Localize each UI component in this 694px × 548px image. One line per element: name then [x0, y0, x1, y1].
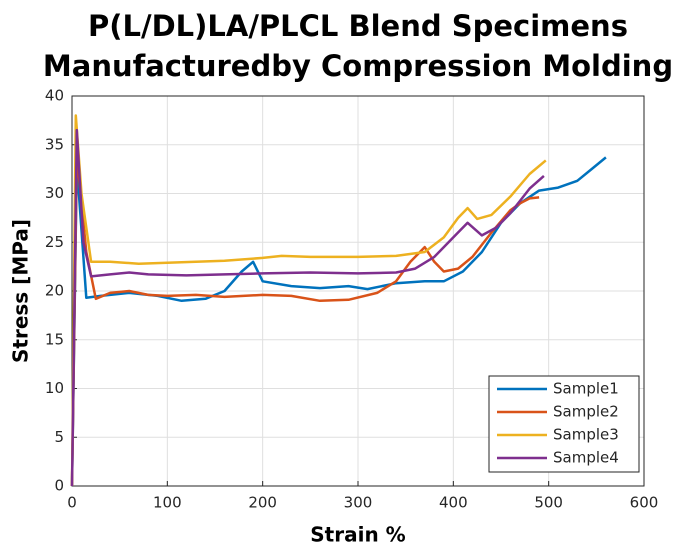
- x-tick-label: 300: [344, 494, 373, 512]
- y-tick-label: 0: [54, 477, 64, 495]
- x-tick-label: 100: [153, 494, 182, 512]
- y-tick-label: 10: [45, 379, 64, 397]
- x-tick-label: 0: [67, 494, 77, 512]
- chart-title: Manufacturedby Compression Molding: [43, 49, 673, 83]
- y-tick-label: 40: [45, 87, 64, 105]
- x-tick-label: 500: [534, 494, 563, 512]
- x-tick-label: 200: [248, 494, 277, 512]
- y-tick-label: 25: [45, 233, 64, 251]
- line: [70, 114, 547, 487]
- y-tick-label: 30: [45, 184, 64, 202]
- legend-label: Sample1: [553, 380, 619, 398]
- y-axis-label: Stress [MPa]: [9, 219, 33, 363]
- y-tick-label: 20: [45, 282, 64, 300]
- x-tick-label: 400: [439, 494, 468, 512]
- chart-title: P(L/DL)LA/PLCL Blend Specimens: [88, 9, 628, 43]
- legend-label: Sample3: [553, 426, 619, 444]
- line: [70, 128, 545, 487]
- y-tick-label: 5: [54, 428, 64, 446]
- legend-label: Sample4: [553, 449, 619, 467]
- legend-label: Sample2: [553, 403, 619, 421]
- y-tick-label: 15: [45, 330, 64, 348]
- plot-border: [71, 95, 645, 487]
- y-tick-label: 35: [45, 135, 64, 153]
- x-tick-label: 600: [630, 494, 659, 512]
- x-axis-label: Strain %: [310, 523, 405, 547]
- line: [70, 153, 540, 487]
- legend-box: [488, 375, 640, 473]
